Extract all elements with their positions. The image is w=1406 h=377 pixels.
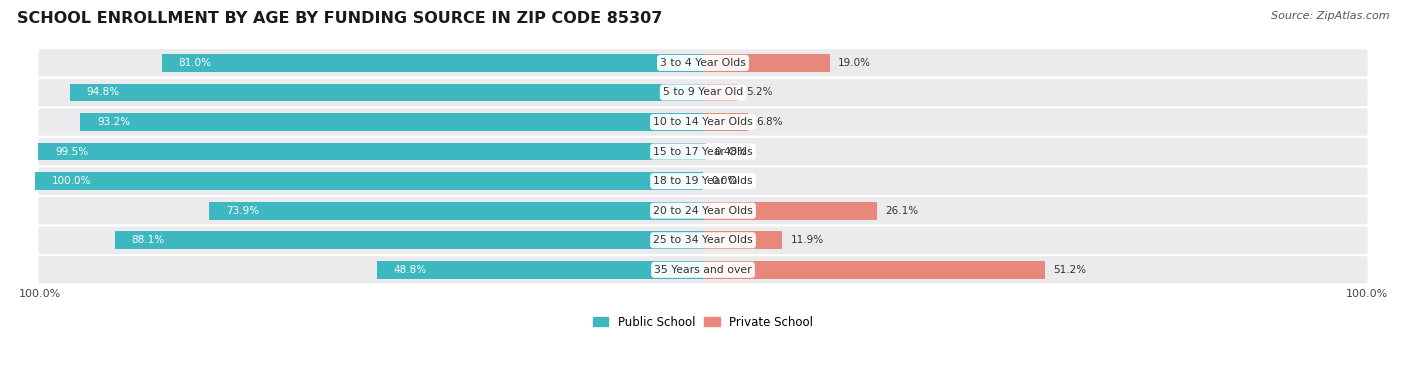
Legend: Public School, Private School: Public School, Private School	[589, 312, 817, 332]
Text: 26.1%: 26.1%	[886, 206, 918, 216]
Text: 99.5%: 99.5%	[55, 147, 89, 156]
FancyBboxPatch shape	[38, 79, 1368, 106]
Text: 35 Years and over: 35 Years and over	[654, 265, 752, 275]
Text: 0.48%: 0.48%	[714, 147, 747, 156]
Bar	[38, 143, 703, 161]
Text: 100.0%: 100.0%	[1346, 289, 1388, 299]
Text: 5 to 9 Year Old: 5 to 9 Year Old	[662, 87, 744, 98]
Text: 51.2%: 51.2%	[1053, 265, 1087, 275]
Text: 3 to 4 Year Olds: 3 to 4 Year Olds	[659, 58, 747, 68]
Text: 88.1%: 88.1%	[131, 235, 165, 245]
Text: 19.0%: 19.0%	[838, 58, 870, 68]
Bar	[80, 113, 703, 131]
Text: 6.8%: 6.8%	[756, 117, 783, 127]
Bar	[35, 172, 703, 190]
Bar	[703, 113, 748, 131]
Text: 10 to 14 Year Olds: 10 to 14 Year Olds	[654, 117, 752, 127]
Text: 73.9%: 73.9%	[226, 206, 259, 216]
FancyBboxPatch shape	[38, 227, 1368, 254]
Bar	[377, 261, 703, 279]
Text: 18 to 19 Year Olds: 18 to 19 Year Olds	[654, 176, 752, 186]
Bar	[703, 261, 1045, 279]
Bar	[162, 54, 703, 72]
Bar	[703, 231, 783, 249]
Text: 5.2%: 5.2%	[745, 87, 772, 98]
Bar	[70, 84, 703, 101]
Text: 25 to 34 Year Olds: 25 to 34 Year Olds	[654, 235, 752, 245]
FancyBboxPatch shape	[38, 49, 1368, 77]
Text: 93.2%: 93.2%	[97, 117, 131, 127]
Text: 100.0%: 100.0%	[18, 289, 60, 299]
FancyBboxPatch shape	[38, 109, 1368, 136]
FancyBboxPatch shape	[38, 197, 1368, 224]
Text: 20 to 24 Year Olds: 20 to 24 Year Olds	[654, 206, 752, 216]
Bar	[114, 231, 703, 249]
Text: 94.8%: 94.8%	[87, 87, 120, 98]
Text: 48.8%: 48.8%	[394, 265, 427, 275]
Bar	[703, 143, 706, 161]
Text: 11.9%: 11.9%	[790, 235, 824, 245]
FancyBboxPatch shape	[38, 138, 1368, 165]
Text: 0.0%: 0.0%	[711, 176, 737, 186]
Text: 15 to 17 Year Olds: 15 to 17 Year Olds	[654, 147, 752, 156]
Text: 100.0%: 100.0%	[52, 176, 91, 186]
Text: SCHOOL ENROLLMENT BY AGE BY FUNDING SOURCE IN ZIP CODE 85307: SCHOOL ENROLLMENT BY AGE BY FUNDING SOUR…	[17, 11, 662, 26]
Bar	[703, 202, 877, 219]
Text: Source: ZipAtlas.com: Source: ZipAtlas.com	[1271, 11, 1389, 21]
Bar	[703, 54, 830, 72]
FancyBboxPatch shape	[38, 256, 1368, 284]
FancyBboxPatch shape	[38, 167, 1368, 195]
Bar	[209, 202, 703, 219]
Text: 81.0%: 81.0%	[179, 58, 212, 68]
Bar	[703, 84, 738, 101]
